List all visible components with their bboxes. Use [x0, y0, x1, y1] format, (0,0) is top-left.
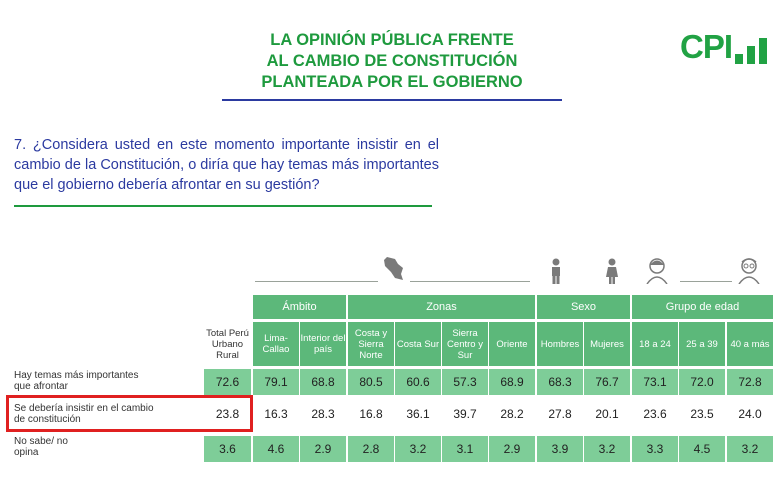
table-cell: 57.3 [442, 369, 488, 395]
table-cell: 60.6 [395, 369, 441, 395]
table-cell: 3.2 [395, 436, 441, 462]
cpi-logo: CPI [680, 28, 733, 65]
woman-icon [605, 258, 619, 289]
table-cell: 72.8 [727, 369, 773, 395]
young-person-icon [645, 256, 669, 289]
table-cell: 3.9 [537, 436, 583, 462]
table-cell: 3.1 [442, 436, 488, 462]
man-icon [549, 258, 563, 289]
table-cell: 68.8 [300, 369, 346, 395]
table-cell: 3.2 [727, 436, 773, 462]
table-cell: 24.0 [727, 401, 773, 427]
table-cell: 72.0 [679, 369, 725, 395]
table-cell: 73.1 [632, 369, 678, 395]
highlight-box [6, 395, 253, 432]
table-cell: 23.6 [632, 401, 678, 427]
column-header-sierra-centro-sur: Sierra Centro y Sur [442, 322, 488, 366]
table-cell: 76.7 [584, 369, 630, 395]
table-cell: 79.1 [253, 369, 299, 395]
group-header-edad: Grupo de edad [632, 295, 773, 319]
peru-map-icon [383, 256, 405, 287]
table-cell: 68.9 [489, 369, 535, 395]
row-label-insistir-cambio: Se debería insistir en el cambio de cons… [14, 403, 154, 425]
table-cell: 20.1 [584, 401, 630, 427]
column-header-40-mas: 40 a más [727, 322, 773, 366]
table-cell: 27.8 [537, 401, 583, 427]
table-cell: 16.3 [253, 401, 299, 427]
column-header-oriente: Oriente [489, 322, 535, 366]
group-header-sexo: Sexo [537, 295, 630, 319]
table-cell: 72.6 [204, 369, 251, 395]
table-cell: 2.9 [300, 436, 346, 462]
age-bracket-line [680, 281, 732, 282]
question-text: 7. ¿Considera usted en este momento impo… [14, 137, 439, 193]
zonas-bracket-line-left [255, 281, 378, 282]
table-cell: 16.8 [348, 401, 394, 427]
table-cell: 3.2 [584, 436, 630, 462]
table-cell: 28.3 [300, 401, 346, 427]
table-cell: 4.5 [679, 436, 725, 462]
cpi-logo-bars-icon [735, 38, 771, 64]
question-underline [14, 205, 432, 207]
row-label-no-sabe: No sabe/ no opina [14, 436, 68, 458]
table-cell: 2.8 [348, 436, 394, 462]
column-header-18-24: 18 a 24 [632, 322, 678, 366]
group-header-ambito: Ámbito [253, 295, 346, 319]
table-cell: 80.5 [348, 369, 394, 395]
column-header-interior: Interior del país [300, 322, 346, 366]
group-header-zonas: Zonas [348, 295, 535, 319]
title-line-3: PLANTEADA POR EL GOBIERNO [261, 73, 523, 91]
column-header-hombres: Hombres [537, 322, 583, 366]
title-line-1: LA OPINIÓN PÚBLICA FRENTE [270, 31, 514, 49]
row-label-temas-importantes: Hay temas más importantes que afrontar [14, 370, 139, 392]
title-line-2: AL CAMBIO DE CONSTITUCIÓN [266, 52, 518, 70]
table-cell: 3.3 [632, 436, 678, 462]
column-header-costa-sierra-norte: Costa y Sierra Norte [348, 322, 394, 366]
table-cell: 28.2 [489, 401, 535, 427]
table-cell: 23.8 [204, 401, 251, 427]
zonas-bracket-line-right [410, 281, 530, 282]
column-header-25-39: 25 a 39 [679, 322, 725, 366]
column-header-total: Total Perú Urbano Rural [204, 322, 251, 366]
table-cell: 68.3 [537, 369, 583, 395]
table-cell: 23.5 [679, 401, 725, 427]
table-cell: 4.6 [253, 436, 299, 462]
column-header-mujeres: Mujeres [584, 322, 630, 366]
column-header-costa-sur: Costa Sur [395, 322, 441, 366]
table-cell: 2.9 [489, 436, 535, 462]
table-cell: 3.6 [204, 436, 251, 462]
title-underline [222, 99, 562, 101]
column-header-lima-callao: Lima-Callao [253, 322, 299, 366]
page-title: LA OPINIÓN PÚBLICA FRENTE AL CAMBIO DE C… [222, 30, 562, 93]
table-cell: 39.7 [442, 401, 488, 427]
elderly-person-icon [737, 256, 761, 289]
table-cell: 36.1 [395, 401, 441, 427]
